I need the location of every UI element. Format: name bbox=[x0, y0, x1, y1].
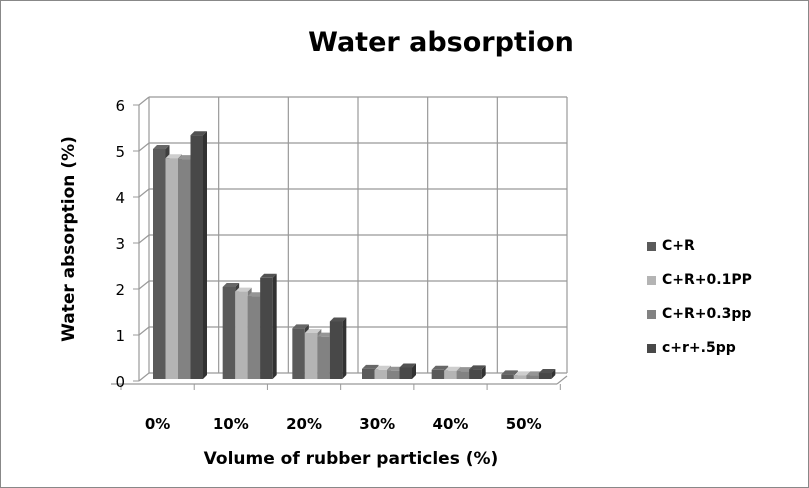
x-axis-label: Volume of rubber particles (%) bbox=[203, 449, 499, 469]
bar bbox=[292, 328, 305, 379]
bar bbox=[513, 375, 527, 379]
x-tick-label: 10% bbox=[213, 415, 249, 433]
bar bbox=[165, 158, 178, 379]
legend-swatch bbox=[647, 309, 656, 319]
chart-title: Water absorption bbox=[308, 27, 574, 58]
bar bbox=[362, 368, 375, 379]
gridline-side bbox=[138, 280, 150, 290]
bar bbox=[317, 336, 330, 379]
bar bbox=[190, 135, 203, 379]
legend-item: C+R+0.1PP bbox=[647, 263, 752, 297]
bar bbox=[538, 373, 552, 379]
y-tick-label: 4 bbox=[115, 189, 125, 207]
bar-top bbox=[374, 365, 391, 370]
legend-swatch bbox=[647, 343, 656, 353]
bar-side bbox=[203, 131, 207, 379]
x-tick-label: 30% bbox=[359, 415, 395, 433]
bar-top bbox=[235, 287, 252, 292]
bar bbox=[526, 375, 539, 379]
bar-top bbox=[178, 155, 195, 160]
bar bbox=[456, 371, 470, 379]
gridline-side bbox=[138, 372, 150, 382]
legend-label: c+r+.5pp bbox=[662, 340, 736, 356]
bar bbox=[444, 370, 457, 379]
bar-top bbox=[292, 324, 309, 329]
y-tick-label: 3 bbox=[115, 235, 125, 253]
legend-label: C+R bbox=[662, 238, 695, 254]
bar-top bbox=[469, 365, 486, 370]
legend-swatch bbox=[647, 275, 656, 285]
gridline-side bbox=[138, 142, 150, 152]
bar bbox=[247, 296, 261, 379]
bar-top bbox=[387, 366, 404, 371]
bar-top bbox=[538, 369, 556, 374]
bar-side bbox=[342, 317, 347, 379]
y-tick-label: 6 bbox=[115, 97, 125, 115]
bar bbox=[431, 369, 445, 379]
bar bbox=[178, 159, 191, 379]
bar bbox=[374, 369, 387, 379]
bar bbox=[235, 291, 248, 379]
bar bbox=[260, 277, 273, 379]
bar-side bbox=[412, 363, 416, 379]
floor-edge bbox=[556, 375, 568, 385]
bar bbox=[469, 369, 482, 379]
y-tick-label: 1 bbox=[115, 327, 125, 345]
x-tick-label: 50% bbox=[506, 415, 542, 433]
bar-top bbox=[247, 292, 265, 297]
bar bbox=[399, 367, 412, 379]
bar-top bbox=[501, 370, 518, 375]
bar-top bbox=[329, 317, 347, 322]
bar-top bbox=[153, 145, 170, 149]
bar-side bbox=[481, 365, 486, 379]
bar-top bbox=[165, 154, 182, 159]
bar-top bbox=[399, 363, 416, 368]
bar bbox=[329, 321, 343, 379]
bar-top bbox=[362, 364, 379, 369]
legend-item: c+r+.5pp bbox=[647, 331, 752, 365]
y-tick-label: 0 bbox=[115, 373, 125, 391]
bar-side bbox=[551, 369, 556, 379]
x-tick-label: 20% bbox=[286, 415, 322, 433]
y-tick-label: 5 bbox=[115, 143, 125, 161]
gridline-side bbox=[138, 234, 150, 244]
legend: C+R C+R+0.1PP C+R+0.3pp c+r+.5pp bbox=[647, 229, 752, 365]
bar bbox=[153, 149, 166, 379]
legend-item: C+R+0.3pp bbox=[647, 297, 752, 331]
x-tick-label: 0% bbox=[145, 415, 170, 433]
legend-label: C+R+0.1PP bbox=[662, 272, 752, 288]
bar-top bbox=[456, 367, 474, 372]
legend-item: C+R bbox=[647, 229, 752, 263]
bar-top bbox=[190, 131, 207, 136]
gridline-side bbox=[138, 96, 150, 106]
legend-label: C+R+0.3pp bbox=[662, 306, 752, 322]
bar-top bbox=[444, 366, 461, 371]
bar-top bbox=[513, 371, 531, 376]
bar bbox=[222, 287, 236, 379]
bar-side bbox=[272, 273, 277, 379]
gridline-side bbox=[138, 188, 150, 198]
legend-swatch bbox=[647, 241, 656, 251]
x-tick-label: 40% bbox=[433, 415, 469, 433]
bar-top bbox=[317, 332, 334, 337]
bar bbox=[304, 333, 318, 379]
bar-top bbox=[431, 365, 449, 370]
bar bbox=[501, 374, 514, 379]
y-tick-label: 2 bbox=[115, 281, 125, 299]
bar-top bbox=[260, 273, 277, 278]
bar bbox=[387, 370, 400, 379]
bar-top bbox=[304, 329, 322, 333]
bar-top bbox=[526, 371, 543, 376]
bar-top bbox=[222, 283, 240, 287]
gridline-side bbox=[138, 326, 150, 336]
